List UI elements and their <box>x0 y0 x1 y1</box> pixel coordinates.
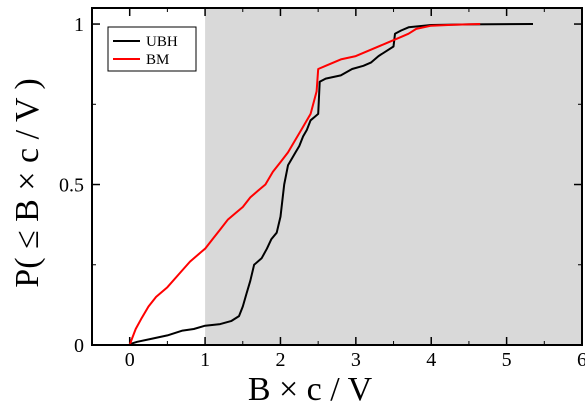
legend-box <box>107 26 197 72</box>
x-tick-label: 3 <box>351 349 361 371</box>
x-tick-label: 6 <box>577 349 585 371</box>
x-tick-label: 4 <box>426 349 436 371</box>
plot-frame <box>91 7 583 346</box>
series-layer <box>128 23 534 346</box>
x-axis-title: B × c / V <box>248 371 373 408</box>
x-tick-label: 2 <box>275 349 285 371</box>
series-line-ubh <box>129 23 534 346</box>
legend: UBH BM <box>107 26 197 72</box>
legend-label-ubh: UBH <box>146 34 178 50</box>
legend-label-bm: BM <box>146 52 169 68</box>
x-tick-label: 1 <box>200 349 210 371</box>
x-tick-labels: 0 1 2 3 4 5 6 <box>125 349 585 371</box>
shaded-region <box>205 8 583 345</box>
x-tick-label: 5 <box>502 349 512 371</box>
y-tick-label: 1 <box>74 14 84 36</box>
series-line-bm <box>128 23 481 346</box>
y-tick-label: 0.5 <box>59 175 84 197</box>
x-tick-label: 0 <box>125 349 135 371</box>
y-tick-labels: 00.51 <box>59 14 84 357</box>
y-axis-title: P( ≤ B × c / V ) <box>9 78 46 287</box>
y-tick-label: 0 <box>74 335 84 357</box>
